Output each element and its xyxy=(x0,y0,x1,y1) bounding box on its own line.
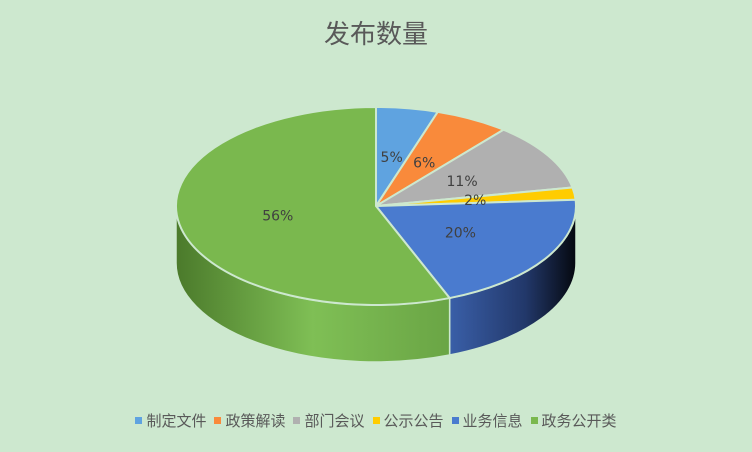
data-label: 11% xyxy=(447,174,478,190)
legend-label: 业务信息 xyxy=(462,412,523,430)
legend-swatch xyxy=(372,417,380,424)
legend-item: 公示公告 xyxy=(372,410,444,431)
chart-title: 发布数量 xyxy=(323,20,428,50)
legend-swatch xyxy=(135,417,143,424)
legend-label: 部门会议 xyxy=(304,412,365,430)
data-label: 56% xyxy=(262,208,293,224)
data-label: 6% xyxy=(413,156,435,172)
legend-swatch xyxy=(451,417,459,424)
legend-item: 制定文件 xyxy=(135,410,206,431)
data-label: 2% xyxy=(464,193,486,209)
data-label: 5% xyxy=(381,150,403,166)
legend: 制定文件 政策解读 部门会议 公示公告 业务信息 政务公开类 xyxy=(0,410,752,431)
legend-swatch xyxy=(214,417,222,424)
legend-swatch xyxy=(293,417,301,424)
legend-label: 制定文件 xyxy=(146,412,207,430)
pie-slice-2 xyxy=(375,128,574,207)
pie-slice-4 xyxy=(373,198,577,300)
legend-item: 政策解读 xyxy=(214,410,285,431)
legend-label: 政务公开类 xyxy=(541,412,617,430)
legend-item: 政务公开类 xyxy=(530,410,617,431)
legend-item: 业务信息 xyxy=(451,410,523,431)
legend-item: 部门会议 xyxy=(293,410,365,431)
data-label: 20% xyxy=(445,226,476,242)
legend-label: 政策解读 xyxy=(225,412,286,430)
pie-slice-5 xyxy=(175,105,452,306)
legend-swatch xyxy=(530,417,538,424)
legend-label: 公示公告 xyxy=(383,412,444,430)
